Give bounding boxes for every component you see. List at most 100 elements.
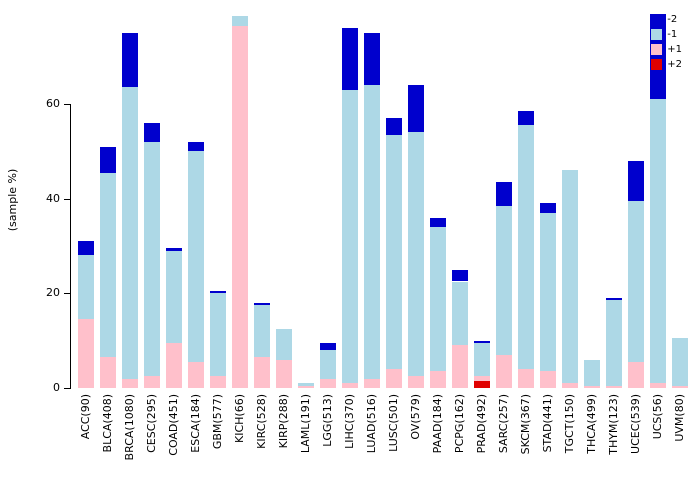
bar-segment--1 xyxy=(584,359,600,386)
bar-segment--1 xyxy=(232,16,248,26)
bar-segment-+1 xyxy=(254,357,270,388)
bar-segment--2 xyxy=(166,248,182,251)
legend-item: +2 xyxy=(651,57,682,71)
bar-segment--1 xyxy=(518,125,534,370)
bar-segment--1 xyxy=(122,87,138,379)
x-tick-label: ACC(90) xyxy=(79,394,92,440)
y-axis-line xyxy=(70,104,71,389)
y-tick-label: 20 xyxy=(46,286,60,300)
bar-segment--2 xyxy=(210,290,226,294)
x-tick-label: KIRP(288) xyxy=(277,394,290,449)
bar-segment--2 xyxy=(320,343,336,351)
bar-segment--1 xyxy=(606,300,622,386)
bar-segment--2 xyxy=(452,269,468,282)
x-tick-label: UVM(80) xyxy=(673,394,686,442)
bar-segment--1 xyxy=(210,293,226,377)
legend-label: +2 xyxy=(667,58,682,70)
bar-segment--2 xyxy=(100,146,116,173)
y-tick-label: 40 xyxy=(46,191,60,205)
bar-segment--2 xyxy=(78,241,94,256)
x-tick-label: GBM(577) xyxy=(211,394,224,450)
x-tick-label: CESC(295) xyxy=(145,394,158,453)
legend-swatch xyxy=(651,43,663,55)
x-tick-label: SARC(257) xyxy=(497,394,510,454)
bar-segment-+1 xyxy=(650,383,666,388)
legend-label: -1 xyxy=(667,28,678,40)
x-tick-label: PRAD(492) xyxy=(475,394,488,454)
bar-segment--1 xyxy=(386,134,402,370)
bar-segment-+1 xyxy=(78,319,94,388)
bar-segment--1 xyxy=(342,89,358,384)
bar-segment-+1 xyxy=(540,371,556,388)
bar-segment--2 xyxy=(144,122,160,142)
legend-item: +1 xyxy=(651,42,682,56)
x-tick-label: THCA(499) xyxy=(585,394,598,454)
legend-label: +1 xyxy=(667,43,682,55)
bar-segment--1 xyxy=(166,250,182,344)
bar-segment--2 xyxy=(540,203,556,213)
x-tick-label: COAD(451) xyxy=(167,394,180,456)
x-tick-label: PCPG(162) xyxy=(453,394,466,454)
x-tick-label: KICH(66) xyxy=(233,394,246,443)
bar-segment--2 xyxy=(254,302,270,306)
x-tick-label: STAD(441) xyxy=(541,394,554,453)
bar-segment-+1 xyxy=(122,378,138,388)
bar-segment--1 xyxy=(298,383,314,386)
x-tick-label: LUSC(501) xyxy=(387,394,400,452)
bar-segment--2 xyxy=(430,217,446,228)
bar-segment--1 xyxy=(188,151,204,362)
bar-segment--2 xyxy=(474,340,490,344)
x-tick-label: OV(579) xyxy=(409,394,422,440)
y-tick-mark xyxy=(64,293,70,295)
legend-label: -2 xyxy=(667,13,678,25)
x-tick-label: TGCT(150) xyxy=(563,394,576,454)
bar-segment--1 xyxy=(452,281,468,346)
legend-item: -1 xyxy=(651,27,682,41)
x-tick-label: LGG(513) xyxy=(321,394,334,447)
bar-segment--1 xyxy=(144,141,160,377)
y-tick-label: 0 xyxy=(53,381,60,394)
bar-segment-+1 xyxy=(672,385,688,388)
bar-segment-+1 xyxy=(452,345,468,388)
bar-segment--1 xyxy=(78,255,94,320)
bar-segment--2 xyxy=(122,33,138,88)
legend-swatch xyxy=(651,58,663,70)
bar-segment--2 xyxy=(386,118,402,135)
x-tick-label: ESCA(184) xyxy=(189,394,202,453)
bar-segment-+1 xyxy=(144,376,160,388)
bar-segment--1 xyxy=(496,205,512,355)
bar-segment-+1 xyxy=(276,359,292,388)
x-tick-label: PAAD(184) xyxy=(431,394,444,454)
bar-segment-+1 xyxy=(298,385,314,388)
x-tick-label: BRCA(1080) xyxy=(123,394,136,461)
x-tick-label: LAML(191) xyxy=(299,394,312,454)
y-tick-mark xyxy=(64,198,70,200)
bar-segment--1 xyxy=(430,227,446,372)
bar-segment--2 xyxy=(342,28,358,90)
x-tick-label: LUAD(516) xyxy=(365,394,378,454)
bar-segment-+1 xyxy=(100,357,116,388)
y-tick-mark xyxy=(64,388,70,389)
bar-segment-+1 xyxy=(496,354,512,388)
bar-segment-+1 xyxy=(210,376,226,388)
bar-segment--2 xyxy=(364,33,380,86)
x-tick-label: KIRC(528) xyxy=(255,394,268,449)
bar-segment-+1 xyxy=(430,371,446,388)
bar-segment-+1 xyxy=(628,361,644,388)
x-tick-label: THYM(123) xyxy=(607,394,620,455)
bar-segment--2 xyxy=(518,111,534,126)
bar-segment--1 xyxy=(276,328,292,360)
legend-item: -2 xyxy=(651,12,682,26)
bar-segment--1 xyxy=(474,343,490,377)
bar-segment--1 xyxy=(562,170,578,384)
bar-segment--1 xyxy=(650,99,666,384)
bar-segment-+1 xyxy=(474,376,490,381)
x-tick-label: BLCA(408) xyxy=(101,394,114,453)
bar-segment-+1 xyxy=(188,361,204,388)
chart-legend: -2 -1 +1 +2 xyxy=(651,12,682,72)
x-tick-label: UCS(56) xyxy=(651,394,664,440)
bar-segment--2 xyxy=(606,298,622,301)
bar-segment--2 xyxy=(408,85,424,133)
y-tick-label: 60 xyxy=(46,97,60,110)
